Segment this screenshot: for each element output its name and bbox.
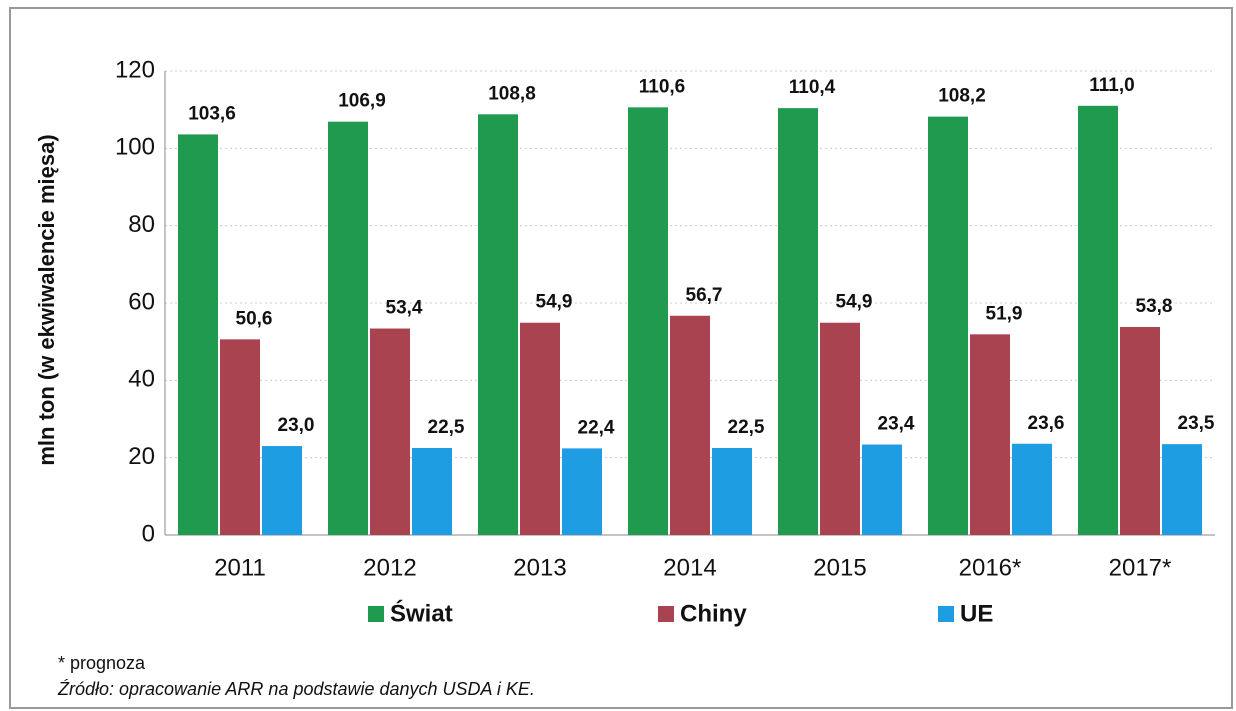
bar xyxy=(178,134,218,535)
value-label: 50,6 xyxy=(236,308,273,329)
value-label: 22,5 xyxy=(428,417,465,438)
value-label: 108,8 xyxy=(488,83,536,104)
bar xyxy=(262,446,302,535)
value-label: 23,5 xyxy=(1178,413,1215,434)
bar xyxy=(970,334,1010,535)
value-label: 23,0 xyxy=(278,415,315,436)
value-label: 56,7 xyxy=(686,285,723,306)
value-label: 54,9 xyxy=(836,292,873,313)
value-label: 51,9 xyxy=(986,303,1023,324)
value-label: 54,9 xyxy=(536,292,573,313)
value-label: 23,4 xyxy=(878,414,915,435)
x-tick-label: 2015 xyxy=(813,554,866,581)
y-axis-label: mln ton (w ekwiwalencie mięsa) xyxy=(34,134,59,465)
x-tick-label: 2014 xyxy=(663,554,716,581)
x-tick-label: 2016* xyxy=(959,554,1022,581)
bar xyxy=(328,121,368,536)
bar xyxy=(1162,444,1202,535)
y-tick-label: 20 xyxy=(128,443,155,470)
bar xyxy=(778,108,818,536)
y-tick-label: 0 xyxy=(142,520,155,547)
bar xyxy=(928,116,968,536)
footnote: * prognoza xyxy=(58,653,146,673)
bar xyxy=(628,107,668,535)
y-tick-label: 80 xyxy=(128,211,155,238)
value-label: 110,4 xyxy=(789,77,836,98)
bar xyxy=(520,322,560,535)
value-label: 53,8 xyxy=(1136,296,1173,317)
bar xyxy=(562,448,602,535)
y-tick-label: 40 xyxy=(128,366,155,393)
legend-label: UE xyxy=(960,600,993,627)
value-label: 23,6 xyxy=(1028,413,1065,434)
y-tick-label: 120 xyxy=(115,56,155,83)
bar xyxy=(412,448,452,535)
y-tick-label: 60 xyxy=(128,288,155,315)
bar xyxy=(1120,326,1160,535)
bar xyxy=(712,448,752,535)
value-label: 106,9 xyxy=(338,91,386,112)
source: Źródło: opracowanie ARR na podstawie dan… xyxy=(57,679,535,699)
legend-swatch xyxy=(938,606,954,622)
legend-swatch xyxy=(368,606,384,622)
bar xyxy=(1012,443,1052,535)
y-tick-label: 100 xyxy=(115,134,155,161)
value-label: 111,0 xyxy=(1089,75,1134,96)
value-label: 22,5 xyxy=(728,417,765,438)
bar xyxy=(1078,105,1118,536)
bar xyxy=(220,339,260,535)
value-label: 103,6 xyxy=(188,103,236,124)
value-label: 22,4 xyxy=(578,417,615,438)
bar xyxy=(370,328,410,535)
x-tick-label: 2012 xyxy=(363,554,416,581)
bar xyxy=(862,444,902,535)
bar xyxy=(478,114,518,535)
bar xyxy=(820,322,860,535)
bar xyxy=(670,315,710,535)
value-label: 108,2 xyxy=(938,86,986,107)
legend-label: Chiny xyxy=(680,600,747,627)
x-tick-label: 2011 xyxy=(214,554,266,581)
x-tick-label: 2013 xyxy=(513,554,566,581)
legend-swatch xyxy=(658,606,674,622)
value-label: 110,6 xyxy=(639,76,686,97)
x-tick-label: 2017* xyxy=(1109,554,1172,581)
value-label: 53,4 xyxy=(386,298,423,319)
legend-label: Świat xyxy=(390,599,453,627)
